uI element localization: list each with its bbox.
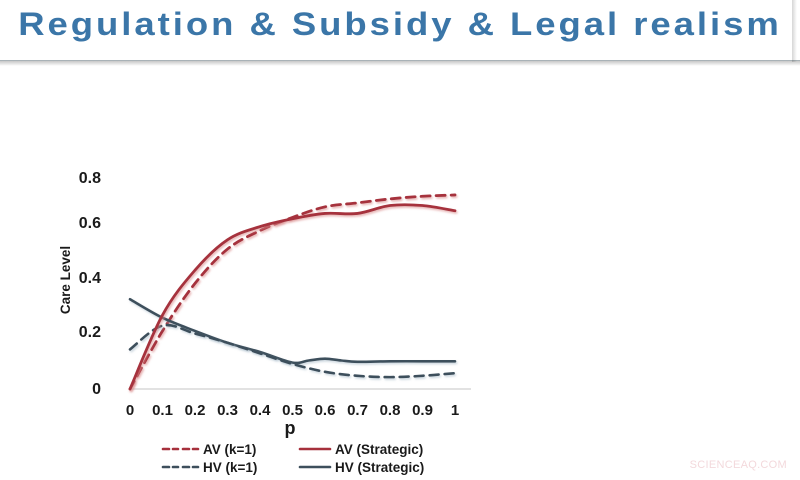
svg-text:0.2: 0.2 (79, 324, 101, 341)
svg-text:0.6: 0.6 (79, 215, 101, 232)
svg-text:AV (Strategic): AV (Strategic) (335, 442, 423, 457)
svg-text:0.7: 0.7 (347, 402, 368, 419)
svg-text:0.2: 0.2 (185, 402, 206, 419)
svg-text:0.6: 0.6 (315, 402, 336, 419)
svg-text:0.4: 0.4 (79, 270, 101, 287)
svg-text:p: p (285, 418, 296, 438)
svg-text:0.3: 0.3 (217, 402, 238, 419)
svg-text:HV (Strategic): HV (Strategic) (335, 460, 424, 475)
svg-text:0.8: 0.8 (79, 170, 101, 187)
svg-text:HV (k=1): HV (k=1) (203, 460, 257, 475)
svg-text:0.9: 0.9 (412, 402, 433, 419)
svg-text:0: 0 (92, 381, 101, 398)
svg-text:1: 1 (451, 402, 459, 419)
svg-text:0.5: 0.5 (282, 402, 303, 419)
svg-text:Care Level: Care Level (58, 246, 73, 314)
svg-text:0: 0 (126, 402, 134, 419)
svg-text:AV (k=1): AV (k=1) (203, 442, 256, 457)
svg-text:0.8: 0.8 (380, 402, 401, 419)
svg-text:0.1: 0.1 (152, 402, 173, 419)
svg-text:0.4: 0.4 (250, 402, 272, 419)
